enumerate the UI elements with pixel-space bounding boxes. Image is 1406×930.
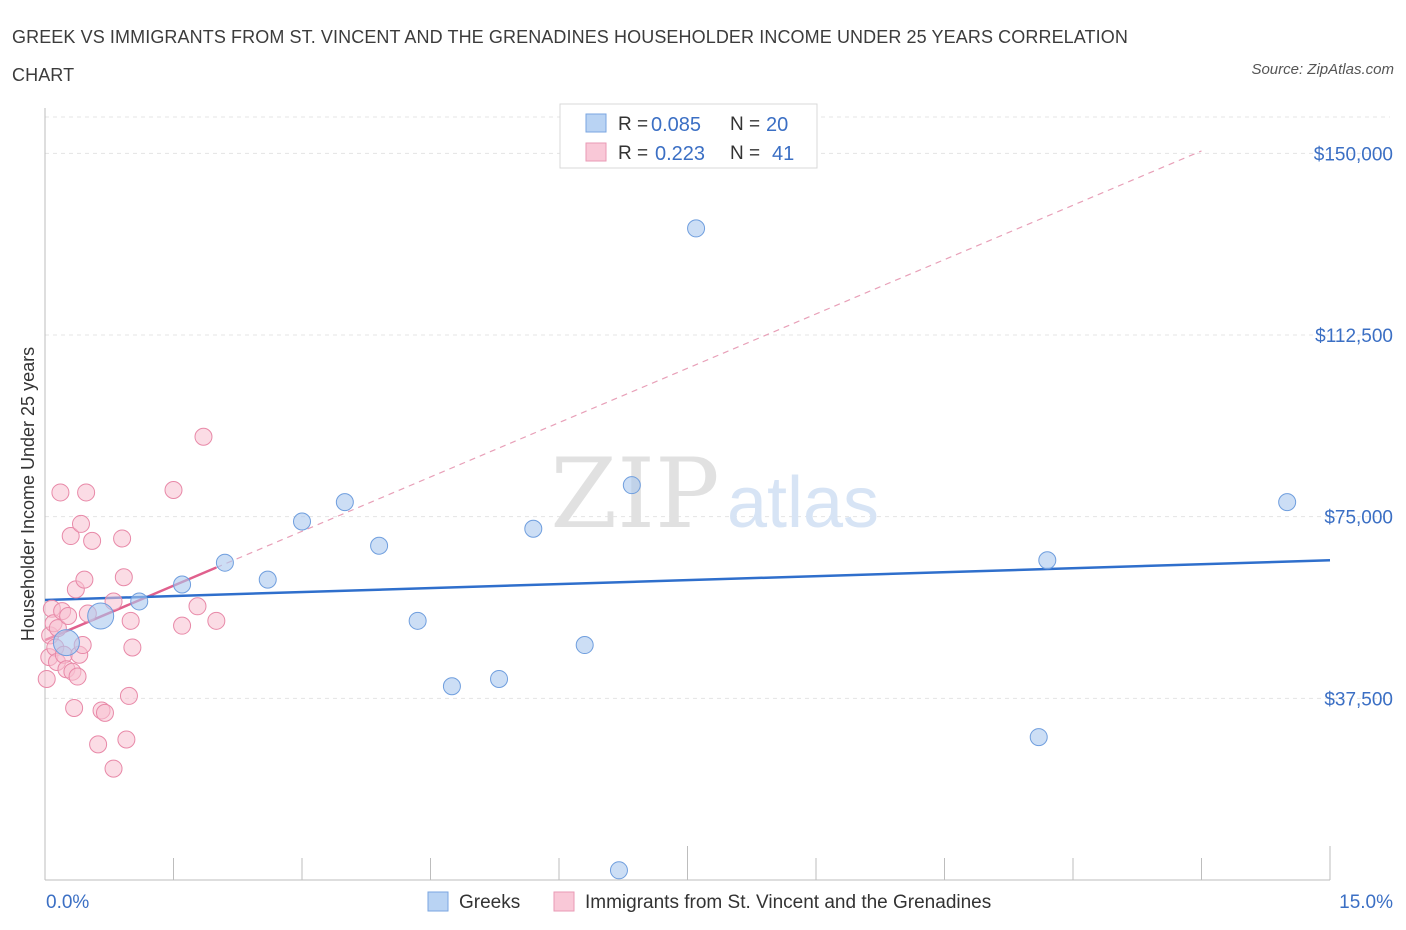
point-greeks-18 [1278, 493, 1297, 512]
legend-r-label-greeks: R = [618, 114, 648, 135]
point-greeks-16 [1029, 728, 1048, 747]
point-svg-0 [37, 669, 56, 688]
grid-lines [45, 116, 1390, 699]
point-svg-29 [113, 529, 132, 548]
point-greeks-5 [258, 570, 277, 589]
point-greeks-19 [609, 861, 628, 880]
point-greeks-11 [490, 669, 509, 688]
series-legend-label-greeks: Greeks [459, 892, 520, 913]
point-svg-25 [89, 735, 108, 754]
watermark-atlas: atlas [727, 463, 879, 543]
series-legend-label-svg: Immigrants from St. Vincent and the Gren… [585, 892, 991, 913]
watermark: ZIP atlas [550, 438, 879, 550]
point-greeks-12 [524, 519, 543, 538]
point-svg-22 [77, 483, 96, 502]
point-svg-15 [65, 699, 84, 718]
point-greeks-9 [408, 611, 427, 630]
y-axis-label: Householder Income Under 25 years [18, 347, 38, 641]
point-svg-33 [121, 611, 140, 630]
series-legend: Greeks Immigrants from St. Vincent and t… [427, 891, 991, 913]
point-svg-24 [83, 531, 102, 550]
point-greeks-0 [52, 629, 80, 657]
chart-source: Source: ZipAtlas.com [1251, 61, 1394, 78]
point-greeks-17 [1038, 551, 1057, 570]
point-svg-31 [119, 686, 138, 705]
point-svg-37 [188, 597, 207, 616]
trend-lines [44, 150, 1331, 642]
x-tick-labels: 0.0% 15.0% [46, 892, 1393, 913]
chart-title: GREEK VS IMMIGRANTS FROM ST. VINCENT AND… [12, 27, 1128, 85]
point-svg-17 [68, 667, 87, 686]
watermark-zip: ZIP [550, 438, 719, 550]
point-greeks-4 [215, 553, 234, 572]
x-tick-label-0: 0.0% [46, 892, 89, 913]
point-svg-34 [123, 638, 142, 657]
point-svg-12 [59, 606, 78, 625]
trend-line-svg-projection [216, 150, 1202, 569]
point-greeks-10 [442, 677, 461, 696]
y-tick-label-0: $37,500 [1324, 689, 1393, 710]
point-greeks-15 [687, 219, 706, 238]
point-svg-19 [71, 514, 90, 533]
point-svg-38 [194, 427, 213, 446]
x-tick-label-1: 15.0% [1339, 892, 1393, 913]
point-svg-8 [51, 483, 70, 502]
trend-line-greeks [44, 559, 1331, 602]
axes [44, 108, 1331, 881]
legend-r-value-greeks: 0.085 [651, 114, 701, 136]
point-greeks-3 [173, 575, 192, 594]
point-svg-21 [75, 570, 94, 589]
point-svg-27 [95, 703, 114, 722]
point-svg-35 [164, 481, 183, 500]
point-svg-36 [173, 616, 192, 635]
legend: R = 0.085 N = 20 R = 0.223 N = 41 [559, 103, 818, 169]
legend-n-value-svg: 41 [772, 143, 794, 165]
y-tick-label-3: $150,000 [1314, 144, 1393, 165]
point-svg-32 [114, 568, 133, 587]
data-points [37, 219, 1297, 880]
point-svg-39 [207, 611, 226, 630]
series-legend-swatch-greeks [427, 891, 449, 912]
legend-r-label-svg: R = [618, 143, 648, 164]
legend-r-value-svg: 0.223 [655, 143, 705, 165]
point-greeks-2 [130, 592, 149, 611]
series-legend-swatch-svg [553, 891, 575, 912]
point-svg-30 [117, 730, 136, 749]
y-tick-label-1: $75,000 [1324, 508, 1393, 529]
point-greeks-1 [87, 602, 115, 630]
point-greeks-14 [622, 476, 641, 495]
point-greeks-6 [293, 512, 311, 531]
legend-n-label-svg: N = [730, 143, 760, 164]
y-tick-label-2: $112,500 [1315, 326, 1393, 347]
legend-n-label-greeks: N = [730, 114, 760, 135]
point-greeks-13 [575, 636, 594, 655]
legend-swatch-greeks [585, 113, 607, 133]
point-greeks-7 [335, 493, 354, 512]
legend-n-value-greeks: 20 [766, 114, 788, 136]
y-tick-labels: $37,500 $75,000 $112,500 $150,000 [1314, 144, 1393, 710]
point-svg-13 [61, 527, 80, 546]
legend-swatch-svg [585, 142, 607, 162]
point-greeks-8 [370, 536, 389, 555]
point-svg-40 [104, 759, 123, 778]
